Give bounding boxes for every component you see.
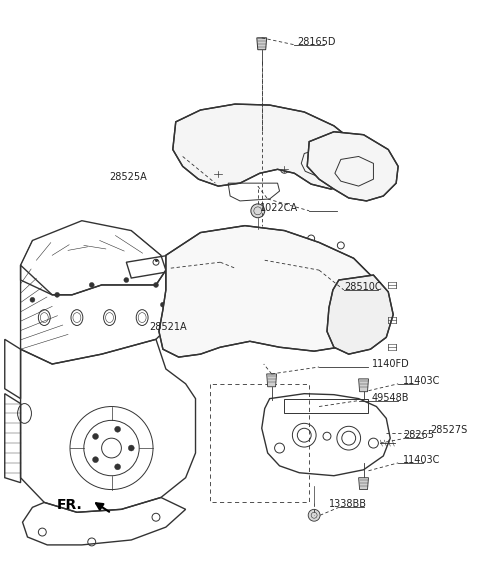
Polygon shape <box>327 275 393 354</box>
Polygon shape <box>359 478 369 490</box>
Circle shape <box>89 283 94 287</box>
Polygon shape <box>359 379 369 392</box>
Circle shape <box>194 160 201 166</box>
Ellipse shape <box>229 135 274 165</box>
Circle shape <box>308 509 320 521</box>
Ellipse shape <box>303 244 331 264</box>
Polygon shape <box>257 38 267 49</box>
Ellipse shape <box>274 294 295 310</box>
Text: 11403C: 11403C <box>403 376 441 386</box>
Text: 1338BB: 1338BB <box>329 500 367 509</box>
Text: 1022CA: 1022CA <box>260 203 298 213</box>
Polygon shape <box>173 104 363 189</box>
Text: 28510C: 28510C <box>344 282 382 292</box>
Ellipse shape <box>202 262 229 282</box>
Polygon shape <box>307 132 398 201</box>
Circle shape <box>154 283 158 287</box>
Circle shape <box>251 204 264 217</box>
Circle shape <box>336 158 342 164</box>
Polygon shape <box>267 374 276 387</box>
Circle shape <box>55 292 60 297</box>
Text: FR.: FR. <box>57 498 83 513</box>
Circle shape <box>124 278 129 283</box>
Text: 28525A: 28525A <box>109 172 147 182</box>
Circle shape <box>257 127 267 137</box>
Text: 28527S: 28527S <box>430 425 467 435</box>
Ellipse shape <box>236 253 264 273</box>
Ellipse shape <box>306 290 328 306</box>
Circle shape <box>160 302 166 307</box>
Polygon shape <box>159 226 376 357</box>
Text: 49548B: 49548B <box>372 393 409 402</box>
Text: 1140FD: 1140FD <box>372 359 409 369</box>
Ellipse shape <box>239 300 261 316</box>
Text: 11403C: 11403C <box>403 455 441 465</box>
Text: 28521A: 28521A <box>149 323 187 333</box>
Ellipse shape <box>204 307 226 323</box>
Circle shape <box>115 464 120 470</box>
Circle shape <box>30 297 35 302</box>
Circle shape <box>93 457 98 463</box>
Circle shape <box>93 433 98 439</box>
Circle shape <box>128 445 134 451</box>
Text: 28165D: 28165D <box>297 37 336 47</box>
Circle shape <box>115 427 120 432</box>
Circle shape <box>160 322 166 327</box>
Text: 28265: 28265 <box>403 430 434 440</box>
Ellipse shape <box>271 247 298 268</box>
